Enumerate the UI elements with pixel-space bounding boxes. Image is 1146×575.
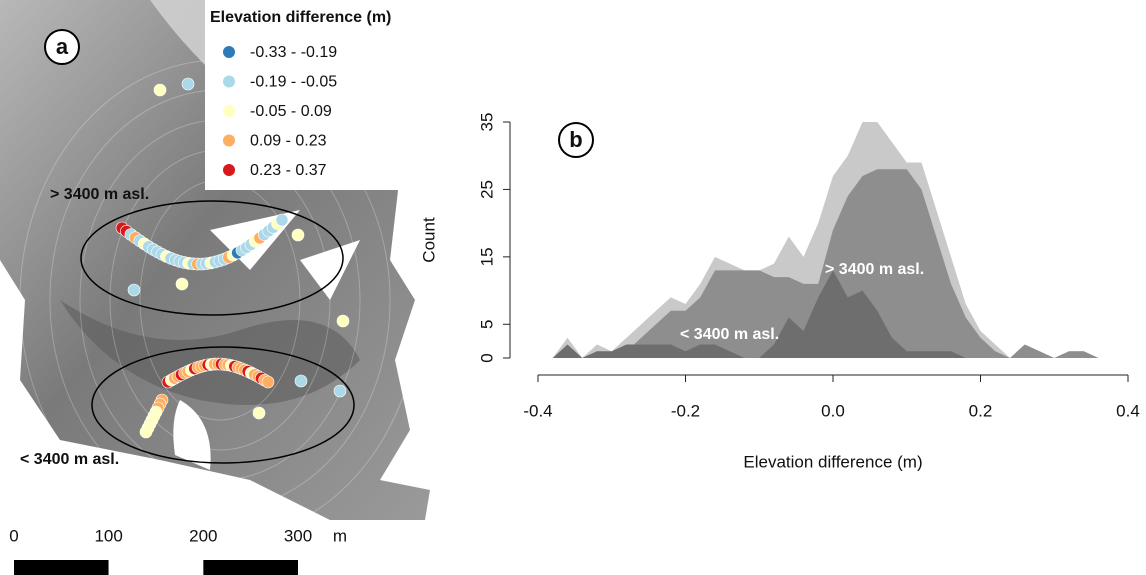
panel-label: a [56, 34, 69, 59]
y-tick-label: 0 [477, 353, 496, 362]
series-annotation: < 3400 m asl. [680, 326, 779, 343]
map-point [337, 315, 349, 327]
series-annotation: > 3400 m asl. [825, 261, 924, 278]
legend-label: -0.19 - -0.05 [250, 74, 337, 91]
x-tick-label: 0.0 [821, 401, 845, 420]
map-point [182, 78, 194, 90]
legend-swatch [223, 164, 235, 176]
map-point [128, 284, 140, 296]
map-annotation: < 3400 m asl. [20, 451, 119, 468]
legend-swatch [223, 135, 235, 147]
legend-swatch [223, 76, 235, 88]
scale-tick-label: 300 [284, 526, 312, 545]
map-point [276, 214, 288, 226]
x-tick-label: 0.2 [969, 401, 993, 420]
y-tick-label: 25 [477, 180, 496, 199]
legend-swatch [223, 46, 235, 58]
y-tick-label: 35 [477, 113, 496, 132]
map-point [295, 375, 307, 387]
legend-label: -0.33 - -0.19 [250, 44, 337, 61]
panel-label: b [569, 127, 582, 152]
legend-swatch [223, 105, 235, 117]
scale-segment [203, 560, 298, 575]
map-point [262, 376, 274, 388]
x-tick-label: -0.2 [671, 401, 700, 420]
y-tick-label: 15 [477, 247, 496, 266]
map-point [140, 426, 152, 438]
legend-title: Elevation difference (m) [210, 9, 391, 26]
figure: a > 3400 m asl. < 3400 m asl. Elevation … [0, 0, 1146, 575]
map-point [253, 407, 265, 419]
y-axis-label: Count [419, 217, 438, 263]
x-tick-label: -0.4 [523, 401, 552, 420]
map-point [292, 229, 304, 241]
scale-tick-label: 100 [94, 526, 122, 545]
x-tick-label: 0.4 [1116, 401, 1140, 420]
y-tick-label: 5 [477, 320, 496, 329]
scale-unit: m [333, 526, 347, 545]
map-annotation: > 3400 m asl. [50, 186, 149, 203]
legend-label: 0.23 - 0.37 [250, 162, 327, 179]
histogram-panel: 0 5 15 25 35 -0.4 -0.2 0.0 0.2 0.4 > 3400 m asl. < … [477, 113, 1139, 421]
scale-tick-label: 0 [9, 526, 18, 545]
map-point [334, 385, 346, 397]
scale-segment [109, 560, 204, 575]
map-point [176, 278, 188, 290]
scale-tick-label: 200 [189, 526, 217, 545]
legend-label: -0.05 - 0.09 [250, 103, 332, 120]
map-point [154, 84, 166, 96]
scale-bar: 0 100 200 300 m [9, 526, 347, 575]
x-axis-label: Elevation difference (m) [743, 452, 922, 471]
legend-label: 0.09 - 0.23 [250, 133, 327, 150]
scale-segment [14, 560, 109, 575]
